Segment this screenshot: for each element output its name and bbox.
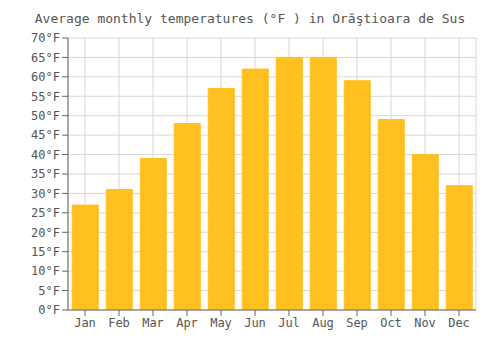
svg-text:Mar: Mar (142, 316, 164, 330)
svg-text:Feb: Feb (108, 316, 130, 330)
svg-text:Jun: Jun (244, 316, 266, 330)
svg-text:65°F: 65°F (31, 51, 60, 65)
svg-text:40°F: 40°F (31, 148, 60, 162)
svg-text:0°F: 0°F (38, 303, 60, 317)
svg-text:10°F: 10°F (31, 264, 60, 278)
svg-text:70°F: 70°F (31, 31, 60, 45)
svg-text:25°F: 25°F (31, 206, 60, 220)
svg-text:Oct: Oct (380, 316, 402, 330)
svg-text:45°F: 45°F (31, 128, 60, 142)
svg-text:May: May (210, 316, 232, 330)
svg-text:5°F: 5°F (38, 284, 60, 298)
svg-text:20°F: 20°F (31, 226, 60, 240)
svg-text:30°F: 30°F (31, 187, 60, 201)
svg-text:Dec: Dec (448, 316, 470, 330)
svg-text:15°F: 15°F (31, 245, 60, 259)
svg-text:60°F: 60°F (31, 70, 60, 84)
html-text:Average monthly temperatures (: Average monthly temperatures (°F ) in Or… (34, 11, 466, 26)
svg-text:55°F: 55°F (31, 90, 60, 104)
svg-text:Sep: Sep (346, 316, 368, 330)
svg-text:Jul: Jul (278, 316, 300, 330)
svg-text:Apr: Apr (176, 316, 198, 330)
svg-text:Jan: Jan (74, 316, 96, 330)
svg-text:Aug: Aug (312, 316, 334, 330)
svg-text:35°F: 35°F (31, 167, 60, 181)
svg-text:Nov: Nov (414, 316, 436, 330)
svg-text:50°F: 50°F (31, 109, 60, 123)
